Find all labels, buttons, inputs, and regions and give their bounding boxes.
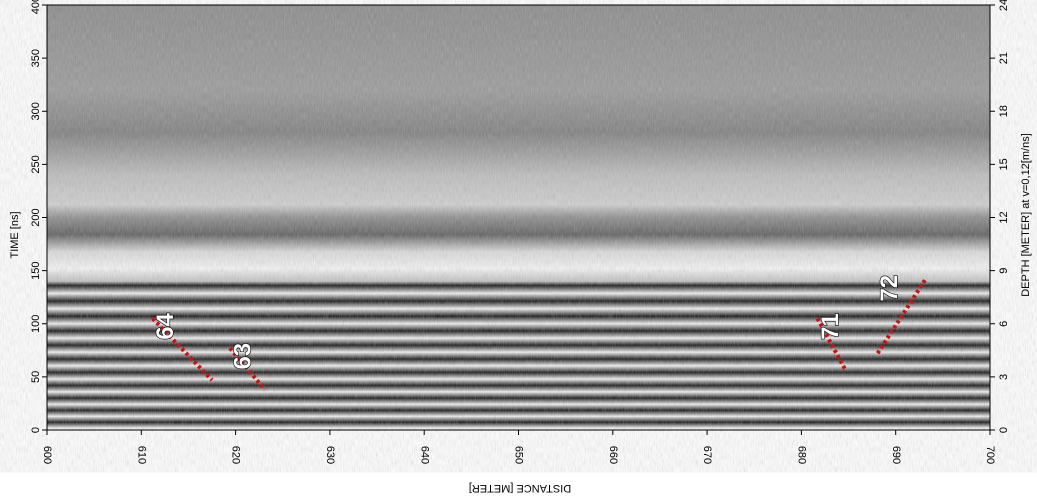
- x-tick-label: 620: [230, 446, 242, 464]
- annotation-line: [151, 317, 214, 382]
- x-tick-label: 650: [513, 446, 525, 464]
- x-axis-title: DISTANCE [METER]: [469, 482, 571, 494]
- y-axis-title: TIME [ns]: [9, 211, 21, 258]
- annotation-label: 71: [817, 313, 844, 340]
- y2-tick-label: 18: [998, 105, 1010, 117]
- y-tick-label: 250: [30, 155, 42, 173]
- x-tick-label: 600: [41, 446, 53, 464]
- y2-tick-label: 15: [998, 158, 1010, 170]
- y2-tick-label: 6: [998, 321, 1010, 327]
- annotation-label: 64: [152, 312, 179, 339]
- radargram-noise: [47, 5, 990, 430]
- y2-tick-label: 3: [998, 374, 1010, 380]
- x-tick-label: 690: [890, 446, 902, 464]
- x-tick-label: 630: [324, 446, 336, 464]
- y-tick-label: 200: [30, 208, 42, 226]
- y-tick-label: 50: [30, 371, 42, 383]
- x-tick-label: 670: [701, 446, 713, 464]
- annotation-label: 63: [229, 343, 256, 370]
- y2-tick-label: 12: [998, 211, 1010, 223]
- x-tick-label: 610: [135, 446, 147, 464]
- y-tick-label: 100: [30, 315, 42, 333]
- y-tick-label: 400: [30, 0, 42, 14]
- y2-tick-label: 21: [998, 52, 1010, 64]
- x-tick-label: 680: [795, 446, 807, 464]
- x-tick-label: 660: [607, 446, 619, 464]
- y-tick-label: 150: [30, 261, 42, 279]
- y2-tick-label: 9: [998, 268, 1010, 274]
- annotation-line: [875, 279, 927, 356]
- y2-tick-label: 0: [998, 427, 1010, 433]
- y-tick-label: 300: [30, 102, 42, 120]
- annotation-line: [815, 317, 848, 372]
- y2-axis-title: DEPTH [METER] at v=0,12[m/ns]: [1020, 133, 1032, 297]
- annotation-label: 72: [876, 275, 903, 302]
- y-tick-label: 0: [30, 427, 42, 433]
- y-tick-label: 350: [30, 49, 42, 67]
- y2-tick-label: 24: [998, 0, 1010, 11]
- x-tick-label: 640: [418, 446, 430, 464]
- x-tick-label: 700: [984, 446, 996, 464]
